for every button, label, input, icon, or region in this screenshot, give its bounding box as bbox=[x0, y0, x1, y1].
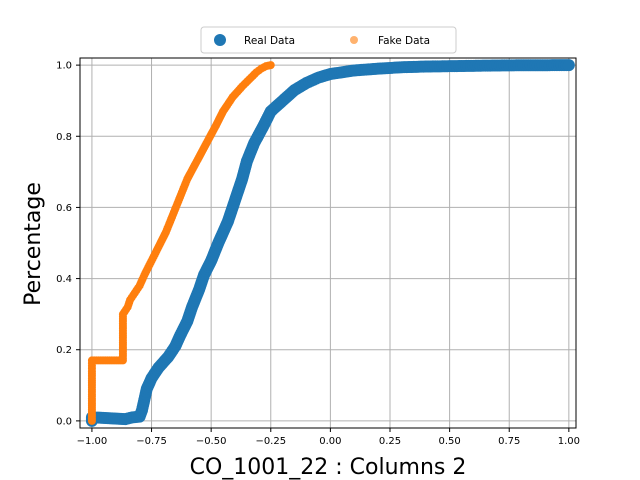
y-tick-label: 0.6 bbox=[56, 203, 72, 214]
y-tick-label: 0.4 bbox=[56, 274, 72, 285]
y-axis-title: Percentage bbox=[21, 182, 46, 306]
y-tick-label: 0.8 bbox=[56, 132, 72, 143]
x-tick-label: 0.75 bbox=[498, 436, 520, 447]
y-tick-label: 1.0 bbox=[56, 61, 72, 72]
x-axis-title: CO_1001_22 : Columns 2 bbox=[190, 455, 467, 480]
data-points bbox=[85, 59, 575, 427]
x-tick-label: 0.25 bbox=[379, 436, 401, 447]
x-tick-label: −1.00 bbox=[77, 436, 108, 447]
legend-fake-data-marker bbox=[350, 36, 358, 44]
grid-lines bbox=[80, 58, 576, 428]
real-data-point bbox=[562, 59, 575, 72]
legend-real-data-label: Real Data bbox=[244, 35, 295, 47]
legend: Real Data Fake Data bbox=[200, 26, 457, 54]
legend-fake-data-label: Fake Data bbox=[378, 35, 430, 47]
x-tick-label: −0.75 bbox=[136, 436, 167, 447]
legend-box bbox=[200, 26, 457, 54]
plot-area-frame bbox=[79, 57, 577, 429]
x-tick-label: 0.50 bbox=[438, 436, 460, 447]
x-tick-label: 0.00 bbox=[319, 436, 341, 447]
series-fake-data bbox=[87, 61, 275, 425]
y-tick-label: 0.2 bbox=[56, 345, 72, 356]
legend-real-data-marker bbox=[214, 34, 226, 46]
fake-data-point bbox=[266, 61, 275, 70]
axis-ticks: −1.00 −0.75 −0.50 −0.25 0.00 0.25 0.50 0.75 1.00… bbox=[56, 61, 580, 447]
x-tick-label: −0.50 bbox=[196, 436, 227, 447]
x-tick-label: −0.25 bbox=[255, 436, 286, 447]
y-tick-label: 0.0 bbox=[56, 416, 72, 427]
x-tick-label: 1.00 bbox=[558, 436, 580, 447]
